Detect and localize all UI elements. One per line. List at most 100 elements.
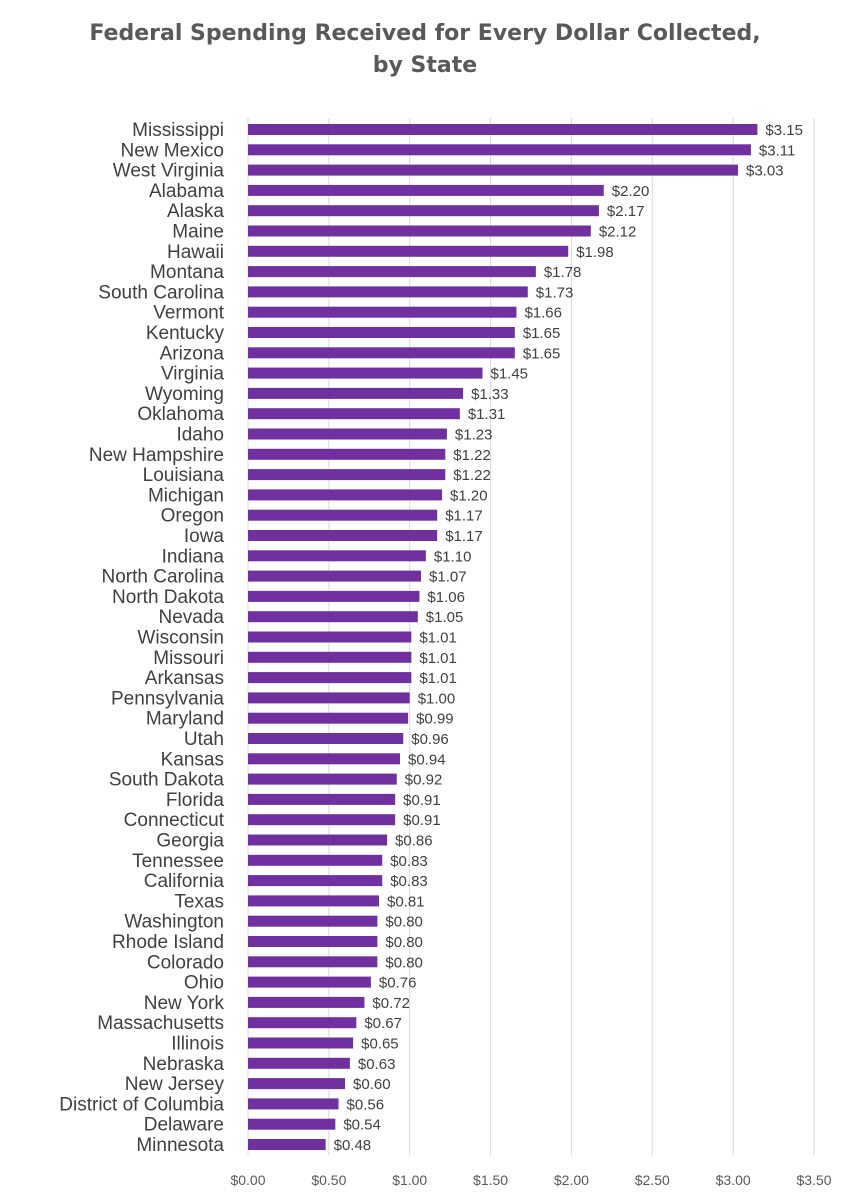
value-label: $0.99 — [416, 711, 454, 728]
bar — [248, 773, 397, 785]
category-label: Kansas — [161, 749, 224, 770]
category-label: Arkansas — [145, 668, 224, 689]
category-label: Pennsylvania — [111, 688, 224, 709]
value-label: $0.86 — [395, 833, 433, 850]
bar — [248, 1017, 357, 1029]
category-label: Minnesota — [136, 1135, 224, 1156]
category-label: New Jersey — [125, 1074, 225, 1095]
bar — [248, 489, 443, 501]
bar — [248, 306, 517, 318]
value-label: $1.65 — [523, 325, 561, 342]
category-label: Missouri — [153, 648, 224, 669]
x-axis-tick-labels: $0.00 $0.50 $1.00 $1.50 $2.00 $2.50 $3.00 $3.50 — [230, 1172, 831, 1188]
value-label: $0.63 — [358, 1056, 396, 1073]
bar — [248, 895, 379, 907]
category-label: Idaho — [176, 425, 224, 446]
category-label: Wyoming — [145, 384, 224, 405]
category-label: Kentucky — [146, 323, 225, 344]
category-label: Tennessee — [132, 851, 224, 872]
bar — [248, 225, 591, 237]
category-label: Louisiana — [143, 465, 225, 486]
bar — [248, 367, 483, 379]
x-tick-label: $1.00 — [392, 1172, 427, 1188]
value-label: $2.17 — [607, 203, 645, 220]
bar — [248, 570, 422, 582]
x-tick-label: $1.50 — [473, 1172, 508, 1188]
category-label: Illinois — [171, 1034, 224, 1055]
bar — [248, 712, 409, 724]
category-label: Florida — [166, 790, 225, 811]
bar — [248, 448, 446, 460]
value-label: $0.92 — [405, 772, 443, 789]
category-label: Alaska — [167, 201, 224, 222]
bar — [248, 814, 396, 826]
bar — [248, 530, 438, 541]
bars — [248, 124, 758, 1150]
category-label: Nevada — [159, 607, 225, 628]
value-label: $1.07 — [429, 569, 467, 586]
value-label: $1.17 — [445, 508, 483, 525]
value-label: $1.00 — [418, 690, 456, 707]
bar — [248, 611, 418, 623]
value-label: $3.03 — [746, 163, 784, 180]
bar — [248, 915, 378, 927]
value-label: $1.20 — [450, 487, 488, 504]
value-label: $0.54 — [343, 1117, 381, 1134]
category-label: New Mexico — [121, 140, 224, 161]
bar — [248, 793, 396, 805]
bar — [248, 266, 536, 278]
bar — [248, 1078, 346, 1090]
category-label: Mississippi — [132, 120, 224, 141]
value-label: $1.23 — [455, 427, 493, 444]
bar — [248, 509, 438, 521]
category-label: Utah — [184, 729, 224, 750]
x-tick-label: $2.00 — [554, 1172, 589, 1188]
value-label: $1.01 — [419, 670, 457, 687]
category-label: Indiana — [162, 546, 225, 567]
bar — [248, 875, 383, 887]
value-label: $0.80 — [385, 954, 423, 971]
value-label: $0.60 — [353, 1076, 391, 1093]
bar — [248, 347, 515, 359]
bar — [248, 854, 383, 866]
bar — [248, 976, 371, 988]
bar — [248, 164, 738, 176]
value-label: $1.17 — [445, 528, 483, 545]
value-label: $1.78 — [544, 264, 582, 281]
value-label: $1.65 — [523, 345, 561, 362]
bar — [248, 590, 420, 602]
category-label: New Hampshire — [89, 445, 224, 466]
value-label: $0.80 — [385, 934, 423, 951]
value-label: $1.31 — [468, 406, 506, 423]
bar — [248, 124, 758, 135]
bar — [248, 144, 751, 156]
category-label: Wisconsin — [137, 628, 224, 649]
category-label: Virginia — [161, 364, 224, 385]
value-label: $0.81 — [387, 893, 425, 910]
value-label: $0.91 — [403, 792, 441, 809]
bar — [248, 327, 515, 338]
category-label: Texas — [174, 891, 224, 912]
value-label: $1.45 — [490, 366, 528, 383]
x-tick-label: $3.00 — [716, 1172, 751, 1188]
value-label: $1.33 — [471, 386, 509, 403]
category-label: California — [144, 871, 225, 892]
category-label: Montana — [150, 262, 224, 283]
category-label: Georgia — [156, 831, 224, 852]
bar — [248, 753, 401, 765]
value-label: $0.67 — [364, 1015, 402, 1032]
value-label: $0.76 — [379, 975, 417, 992]
category-label: Michigan — [148, 485, 224, 506]
category-label: North Dakota — [112, 587, 224, 608]
bar — [248, 245, 569, 257]
category-label: Oregon — [161, 506, 224, 527]
category-label: Arizona — [160, 343, 225, 364]
category-label: Oklahoma — [137, 404, 224, 425]
value-labels: $3.15 $3.11 $3.03 $2.20 $2.17 $2.12 $1.98 $1.78… — [334, 122, 803, 1154]
bar — [248, 631, 412, 643]
bar — [248, 733, 404, 744]
category-label: Iowa — [184, 526, 225, 547]
category-label: Vermont — [153, 303, 224, 324]
